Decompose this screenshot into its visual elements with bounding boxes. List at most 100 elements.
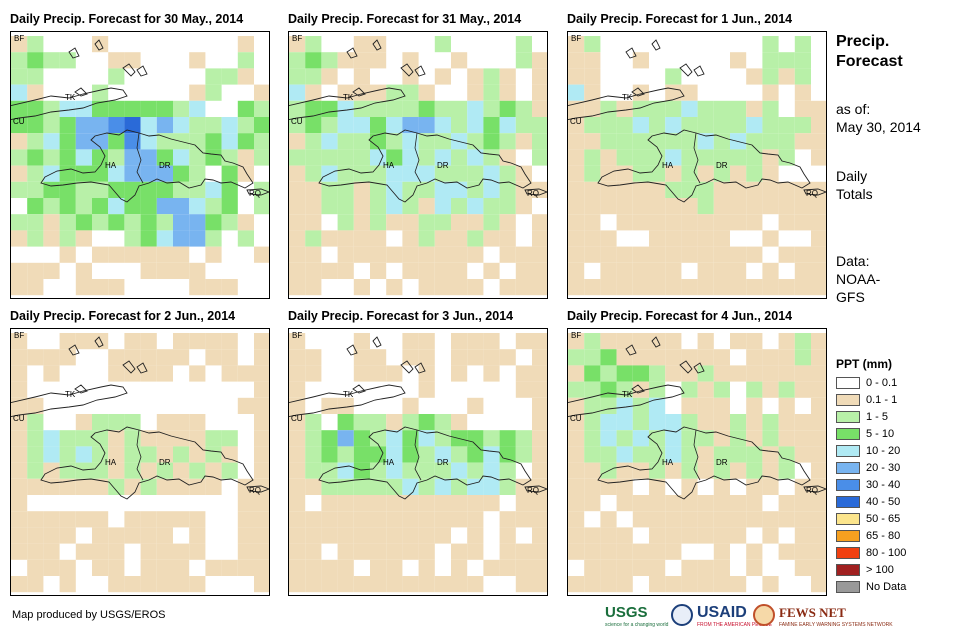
precip-grid-cell: [337, 214, 354, 231]
precip-grid-cell: [337, 181, 354, 198]
panel-title-1: Daily Precip. Forecast for 30 May., 2014: [10, 12, 244, 26]
precip-grid-cell: [467, 333, 484, 350]
precip-grid-cell: [697, 214, 714, 231]
precip-grid-cell: [713, 478, 730, 495]
precip-grid-cell: [568, 279, 585, 296]
precip-grid-cell: [254, 349, 269, 366]
precip-grid-cell: [649, 133, 666, 150]
precip-grid-cell: [43, 527, 60, 544]
country-border: [136, 429, 144, 481]
legend-label: 50 - 65: [866, 513, 901, 525]
legend-swatch: [836, 428, 860, 440]
precip-grid-cell: [108, 133, 125, 150]
precip-grid-cell: [221, 462, 238, 479]
precip-grid-cell: [305, 133, 322, 150]
precip-grid-cell: [467, 527, 484, 544]
precip-grid-cell: [189, 576, 206, 593]
precip-grid-cell: [353, 349, 370, 366]
precip-grid-cell: [156, 478, 173, 495]
precip-grid-cell: [321, 230, 338, 247]
precip-grid-cell: [156, 559, 173, 576]
precip-grid-cell: [713, 117, 730, 134]
precip-grid-cell: [108, 559, 125, 576]
precip-grid-cell: [92, 333, 109, 350]
precip-grid-cell: [746, 543, 763, 560]
precip-grid-cell: [353, 52, 370, 69]
precip-grid-cell: [532, 246, 547, 263]
precip-grid-cell: [402, 446, 419, 463]
precip-grid-cell: [237, 117, 254, 134]
precip-grid-cell: [515, 543, 532, 560]
precip-grid-cell: [353, 100, 370, 117]
panel-title-6: Daily Precip. Forecast for 4 Jun., 2014: [567, 309, 793, 323]
precip-grid-cell: [75, 214, 92, 231]
precip-grid-cell: [483, 165, 500, 182]
precip-grid-cell: [11, 117, 28, 134]
precip-grid-cell: [205, 133, 222, 150]
precip-grid-cell: [616, 262, 633, 279]
precip-grid-cell: [778, 349, 795, 366]
coastline-outline: [68, 336, 148, 394]
coastline-outline: [568, 87, 685, 121]
precip-grid-cell: [584, 181, 601, 198]
precip-grid-cell: [418, 230, 435, 247]
precip-grid-cell: [140, 478, 157, 495]
precip-grid-cell: [305, 527, 322, 544]
precip-grid-cell: [205, 68, 222, 85]
precip-grid-cell: [173, 165, 190, 182]
precip-grid-cell: [665, 230, 682, 247]
legend-label: 0.1 - 1: [866, 394, 898, 406]
precip-grid-cell: [321, 52, 338, 69]
precip-grid-cell: [713, 430, 730, 447]
precip-grid-cell: [75, 279, 92, 296]
precip-grid-cell: [665, 414, 682, 431]
precip-grid-cell: [616, 149, 633, 166]
precip-grid-cell: [370, 478, 387, 495]
precip-grid-cell: [515, 559, 532, 576]
precip-grid-cell: [730, 181, 747, 198]
map-label-bf: BF: [14, 34, 24, 43]
precip-grid-cell: [697, 414, 714, 431]
precip-grid-cell: [140, 117, 157, 134]
precip-grid-cell: [532, 559, 547, 576]
precip-grid-cell: [632, 133, 649, 150]
precip-grid-cell: [451, 446, 468, 463]
precip-grid-cell: [402, 100, 419, 117]
precip-grid-cell: [418, 495, 435, 512]
precip-grid-cell: [92, 462, 109, 479]
precip-grid-cell: [483, 214, 500, 231]
coastline-outline: [597, 129, 811, 203]
precip-grid-cell: [467, 84, 484, 101]
precip-grid-cell: [616, 446, 633, 463]
precip-grid-cell: [697, 511, 714, 528]
precip-grid-cell: [305, 230, 322, 247]
precip-grid-cell: [665, 543, 682, 560]
precip-grid-cell: [237, 165, 254, 182]
country-border: [693, 429, 701, 481]
precip-grid-cell: [140, 214, 157, 231]
panel-title-2: Daily Precip. Forecast for 31 May., 2014: [288, 12, 522, 26]
precip-grid-cell: [451, 181, 468, 198]
precip-grid-cell: [713, 527, 730, 544]
precip-grid-cell: [221, 133, 238, 150]
coastline-outline: [289, 384, 406, 418]
precip-grid-cell: [467, 397, 484, 414]
precip-grid-cell: [697, 262, 714, 279]
precip-grid-cell: [584, 414, 601, 431]
precip-grid-cell: [353, 149, 370, 166]
coastline-outline: [11, 384, 128, 418]
precip-grid-cell: [665, 527, 682, 544]
precip-grid-cell: [92, 511, 109, 528]
precip-grid-cell: [697, 576, 714, 593]
precip-grid-cell: [254, 333, 269, 350]
precip-grid-cell: [189, 133, 206, 150]
precip-grid-cell: [681, 462, 698, 479]
precip-grid-cell: [75, 165, 92, 182]
precip-grid-cell: [584, 117, 601, 134]
precip-grid-cell: [11, 414, 28, 431]
precip-grid-cell: [730, 214, 747, 231]
precip-grid-cell: [237, 214, 254, 231]
precip-grid-cell: [337, 165, 354, 182]
coastline-outline: [568, 384, 685, 418]
precip-grid-cell: [778, 149, 795, 166]
